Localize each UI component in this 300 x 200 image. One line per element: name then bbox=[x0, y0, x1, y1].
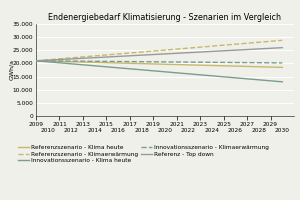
Title: Endenergiebedarf Klimatisierung - Szenarien im Vergleich: Endenergiebedarf Klimatisierung - Szenar… bbox=[49, 13, 281, 22]
Y-axis label: GWh/a: GWh/a bbox=[9, 60, 14, 80]
Legend: Referenzszenario - Klima heute, Referenzszenario - Klimaerwärmung, Innovationssz: Referenzszenario - Klima heute, Referenz… bbox=[18, 145, 269, 163]
